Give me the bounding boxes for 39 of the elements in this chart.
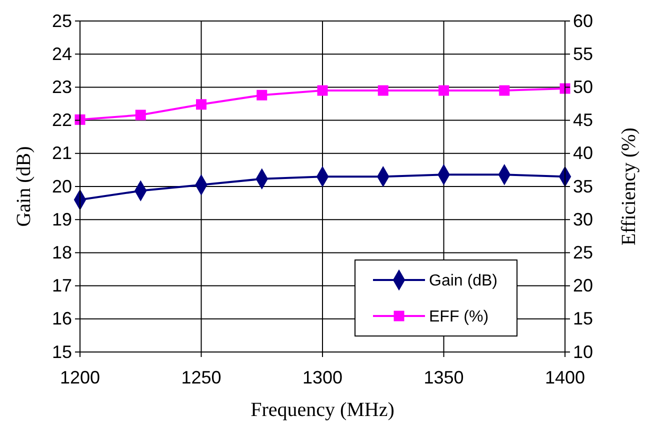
point	[317, 85, 328, 96]
x-tick-label: 1350	[424, 367, 464, 388]
y2-tick-label: 55	[573, 44, 594, 64]
point	[135, 110, 146, 120]
legend-label: Gain (dB)	[429, 272, 498, 290]
y2-tick-label: 20	[573, 276, 594, 296]
point	[196, 99, 206, 110]
y-tick-label: 20	[52, 176, 72, 196]
y2-tick-label: 30	[573, 209, 594, 230]
y2-tick-label: 10	[573, 342, 594, 362]
y-axis-title: Gain (dB)	[13, 146, 35, 227]
point	[378, 85, 388, 96]
x-tick-label: 1200	[60, 367, 100, 388]
y-tick-label: 22	[52, 110, 72, 130]
y2-tick-label: 15	[573, 308, 594, 329]
y-tick-label: 23	[52, 76, 72, 97]
y2-tick-label: 35	[573, 176, 594, 196]
y2-axis-title: Efficiency (%)	[618, 128, 640, 246]
y2-tick-label: 60	[573, 10, 594, 31]
y2-tick-label: 45	[573, 110, 594, 130]
y-tick-label: 24	[52, 44, 72, 64]
point	[256, 90, 268, 100]
y-tick-label: 18	[52, 242, 72, 262]
point	[438, 85, 449, 96]
x-tick-label: 1300	[302, 367, 343, 388]
point	[499, 85, 510, 96]
x-axis-title: Frequency (MHz)	[250, 399, 394, 421]
y-tick-label: 25	[52, 10, 72, 31]
y-tick-label: 17	[52, 276, 72, 296]
y-tick-label: 19	[52, 209, 72, 230]
y2-tick-label: 50	[573, 76, 594, 97]
y-tick-label: 21	[52, 143, 72, 164]
x-tick-label: 1400	[544, 367, 586, 388]
y2-tick-label: 25	[573, 242, 594, 262]
y-tick-label: 15	[52, 342, 72, 362]
x-tick-label: 1250	[181, 367, 222, 388]
y2-tick-label: 40	[573, 143, 594, 164]
legend-label: EFF (%)	[429, 308, 489, 326]
y-tick-label: 16	[52, 308, 72, 329]
